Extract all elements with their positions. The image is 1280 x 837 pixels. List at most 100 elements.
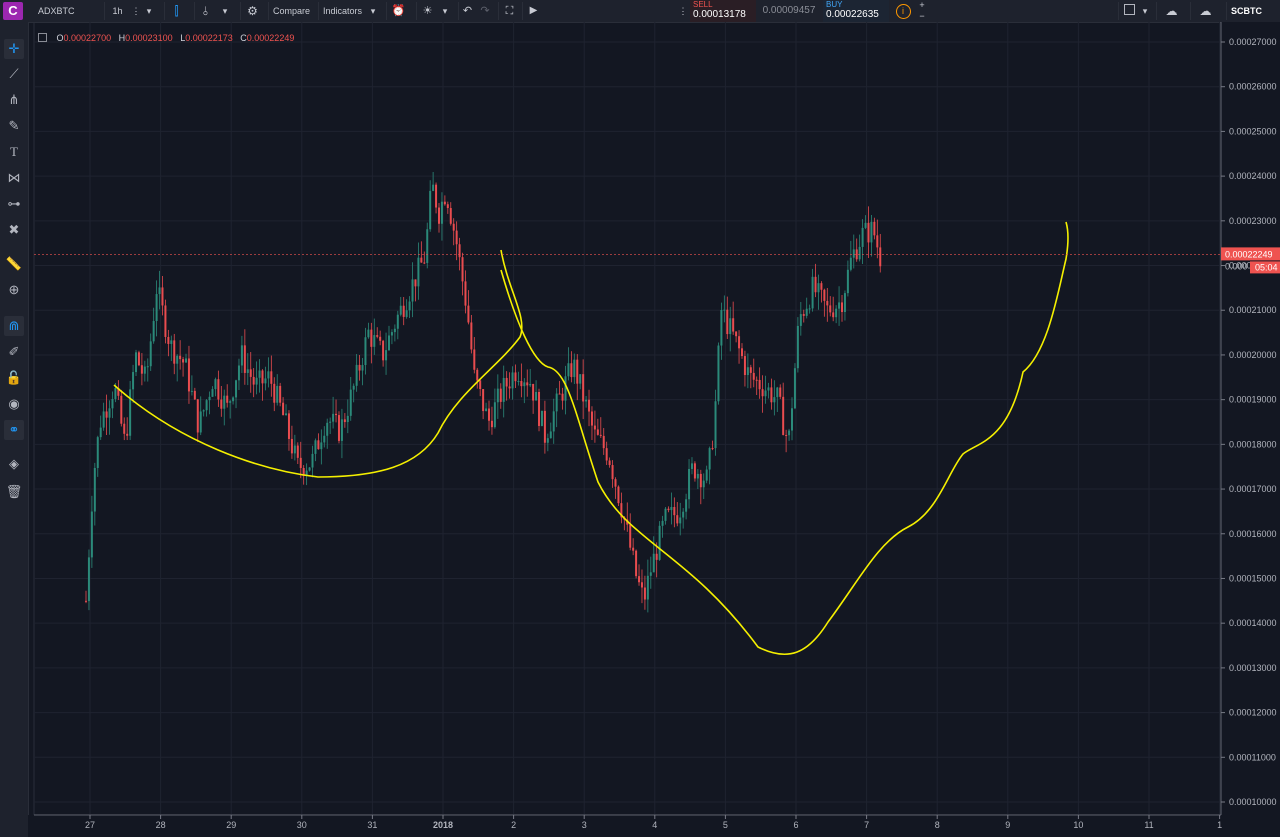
candle-body [385,350,388,361]
app-logo[interactable]: C [3,2,23,20]
candle-body [717,345,720,402]
magnet-icon[interactable]: ⋒ [4,316,24,336]
bar-style-icon[interactable]: ⫰ [194,2,216,20]
candle-body [364,337,367,366]
candle-body [661,520,664,526]
price-axis[interactable]: 0.00027000 0.00026000 0.00025000 0.00024000… [1220,22,1280,837]
candle-body [743,356,746,376]
candle-body [126,433,129,436]
time-tick-label: 7 [864,820,869,830]
candle-body [226,395,229,403]
candle-body [99,427,102,438]
candle-body [311,453,314,468]
price-tick-label: 0.00010000 [1229,797,1277,807]
candle-body [699,473,702,488]
chevron-down-icon[interactable]: ▾ [146,6,152,16]
candle-body [555,393,558,412]
pattern-icon[interactable]: ⋈ [7,170,21,185]
chevron-down-icon[interactable]: ▾ [442,6,448,16]
brush-icon[interactable]: ✎ [8,118,20,133]
chevron-down-icon[interactable]: ▾ [370,6,376,16]
candle-body [749,367,752,373]
candle-body [217,379,220,400]
unlock-icon[interactable]: 🔓 [5,370,23,385]
symbol-search[interactable]: ADXBTC [38,6,75,16]
candle-body [290,438,293,454]
settings-gear-icon[interactable]: ⚙ [240,2,264,20]
chevron-down-icon[interactable]: ▾ [222,6,228,16]
fullscreen-icon[interactable]: ⛶ [498,2,520,20]
candle-body [220,399,223,409]
candle-body [387,335,390,351]
candle-body [302,467,305,476]
plus-icon[interactable]: + [919,0,925,10]
candle-body [452,223,455,231]
candle-body [393,328,396,333]
drag-handle-icon[interactable]: ⋮ [678,6,688,16]
candle-body [473,349,476,370]
cloud-load-icon[interactable]: ☁ [1156,2,1186,20]
last-price-tag [1221,247,1280,261]
price-chart[interactable]: 0.00027000 0.00026000 0.00025000 0.00024000… [28,22,1280,837]
cloud-save-icon[interactable]: ☁ [1190,2,1220,20]
candle-body [323,435,326,443]
candle-body [117,388,120,396]
price-axis-bg [1221,22,1280,837]
pitchfork-icon[interactable]: ⋔ [8,92,20,107]
price-tick-label: 0.00023000 [1229,216,1277,226]
time-axis[interactable]: 27 28 29 30 31 2018 2 3 4 5 6 7 8 9 10 11 1 [28,814,1222,837]
indicators-button[interactable]: Indicators [318,2,366,20]
candle-body [688,468,691,500]
ruler-icon[interactable]: 📏 [5,256,23,271]
candle-body [414,279,417,287]
close-label: C [240,33,247,43]
candle-body [432,184,435,191]
buy-button[interactable]: BUY 0.00022635 [823,0,889,22]
trash-icon[interactable]: 🗑 [5,484,23,499]
text-icon[interactable]: T [10,144,18,159]
candle-body [543,410,546,443]
candles-icon[interactable]: ⫿ [164,2,188,20]
link-icon[interactable]: ⚭ [4,420,24,440]
exchange-label[interactable]: SCBTC [1226,2,1266,20]
eye-icon[interactable]: ◉ [8,396,20,411]
undo-icon[interactable]: ↶ [458,2,476,20]
trend-line-icon[interactable]: ⟋ [9,66,19,81]
more-intervals-icon[interactable]: ⋮ [131,6,141,16]
candle-body [620,503,623,518]
candle-body [132,372,135,390]
minus-icon[interactable]: − [919,11,925,21]
candle-body [152,321,155,342]
layout-icon[interactable] [1118,2,1140,20]
candle-body [773,397,776,403]
lock-drawing-icon[interactable]: ✐ [8,344,20,359]
candle-body [670,506,673,511]
candle-body [146,366,149,368]
candle-body [155,294,158,322]
compare-button[interactable]: Compare [268,2,314,20]
price-tick-label: 0.00011000 [1229,752,1276,762]
price-tick-label: 0.00026000 [1229,82,1277,92]
info-icon[interactable]: i [894,2,912,20]
remove-icon[interactable]: ✖ [8,222,20,237]
chevron-down-icon[interactable]: ▾ [1142,6,1148,16]
sell-button[interactable]: SELL 0.00013178 [690,0,756,22]
candle-body [826,300,829,306]
bulb-icon[interactable]: ☀ [416,2,438,20]
redo-icon[interactable]: ↷ [480,5,490,17]
candle-body [440,201,443,224]
zoom-in-icon[interactable]: ⊕ [8,282,20,297]
candle-body [708,448,711,470]
candle-body [511,372,514,389]
candle-body [570,363,573,378]
crosshair-icon[interactable]: ✛ [4,39,24,59]
alert-icon[interactable]: ⏰ [386,2,410,20]
candle-body [237,365,240,381]
play-icon[interactable]: ▶ [522,2,544,20]
candle-body [585,399,588,402]
collapse-legend-icon[interactable] [38,33,47,42]
candle-body [638,576,641,583]
layers-icon[interactable]: ◈ [9,456,19,471]
interval-button[interactable]: 1h [104,2,130,20]
prediction-icon[interactable]: ⊶ [7,196,21,211]
